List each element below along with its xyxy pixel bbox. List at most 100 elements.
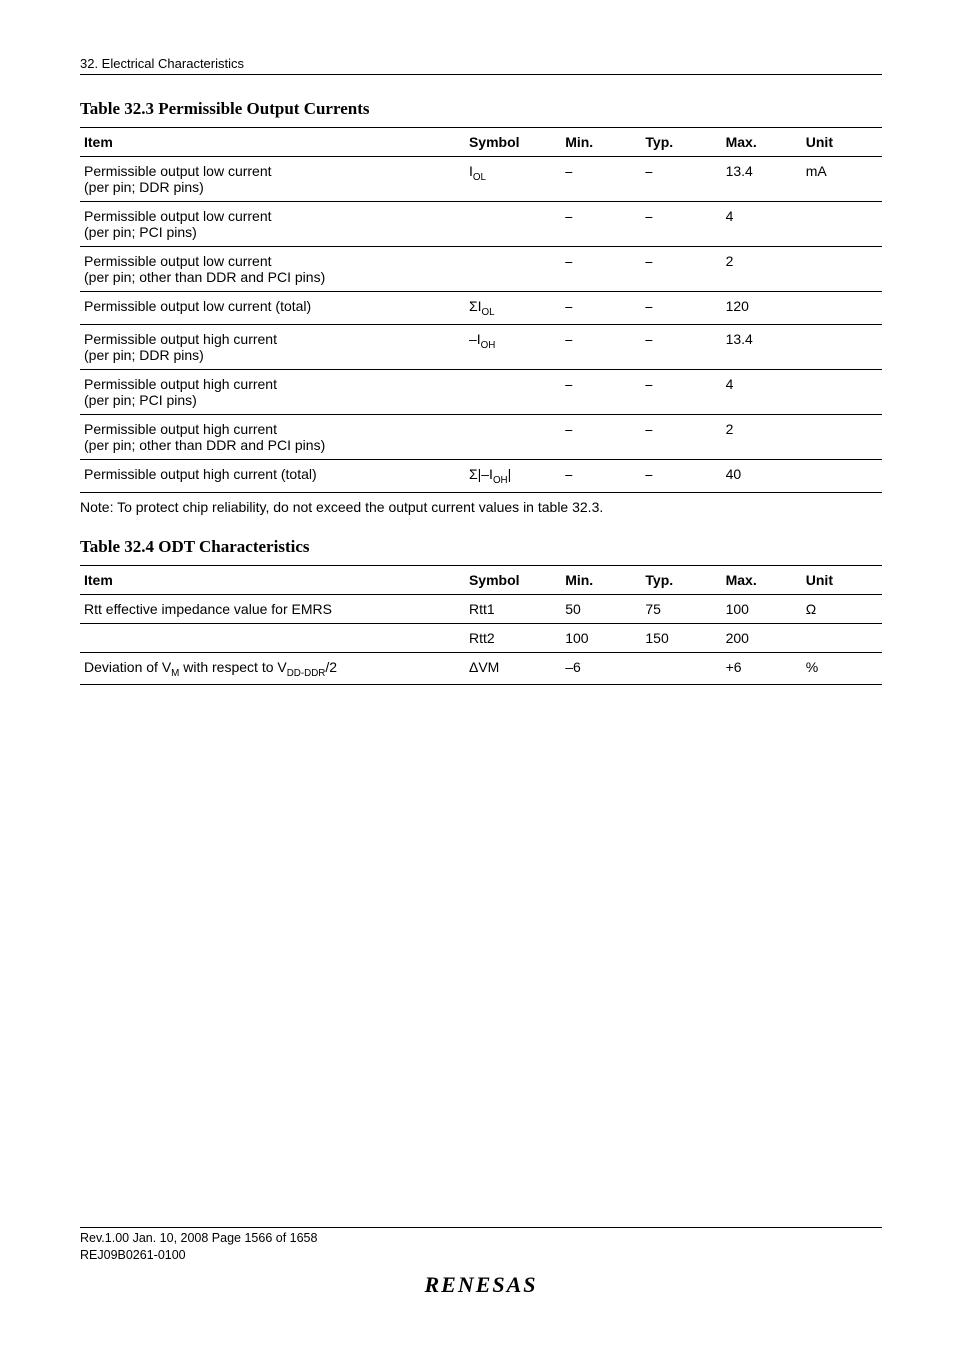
table-row: Permissible output low current(per pin; …	[80, 247, 882, 292]
t2-item: Deviation of VM with respect to VDD-DDR/…	[80, 652, 465, 685]
header-section: 32. Electrical Characteristics	[80, 56, 882, 74]
t1-symbol	[465, 202, 561, 247]
t1-min: ⎯	[561, 459, 641, 492]
t1-max: 13.4	[722, 157, 802, 202]
t1-item: Permissible output low current (total)	[80, 292, 465, 325]
t1-symbol: –IOH	[465, 324, 561, 369]
t1-min: ⎯	[561, 324, 641, 369]
t1-min: ⎯	[561, 247, 641, 292]
t1-min: ⎯	[561, 157, 641, 202]
table1-title: Table 32.3 Permissible Output Currents	[80, 99, 882, 119]
t2-item	[80, 623, 465, 652]
t1-typ: ⎯	[641, 292, 721, 325]
t2-typ	[641, 652, 721, 685]
t1-typ: ⎯	[641, 202, 721, 247]
t2-max: 200	[722, 623, 802, 652]
t1-typ: ⎯	[641, 414, 721, 459]
t1-symbol	[465, 369, 561, 414]
t2-typ: 150	[641, 623, 721, 652]
table2-title: Table 32.4 ODT Characteristics	[80, 537, 882, 557]
t1-min: ⎯	[561, 369, 641, 414]
table-row: Permissible output high current(per pin;…	[80, 369, 882, 414]
t1-unit	[802, 369, 882, 414]
t2-h-min: Min.	[561, 565, 641, 594]
t2-h-item: Item	[80, 565, 465, 594]
t2-unit: %	[802, 652, 882, 685]
t2-typ: 75	[641, 594, 721, 623]
t1-item: Permissible output high current (total)	[80, 459, 465, 492]
table1-note: Note: To protect chip reliability, do no…	[80, 499, 882, 515]
t1-symbol	[465, 247, 561, 292]
footer-line1: Rev.1.00 Jan. 10, 2008 Page 1566 of 1658	[80, 1230, 882, 1247]
renesas-logo: RENESAS	[80, 1272, 882, 1298]
t1-h-typ: Typ.	[641, 128, 721, 157]
t1-item: Permissible output low current(per pin; …	[80, 157, 465, 202]
t1-h-max: Max.	[722, 128, 802, 157]
t2-unit: Ω	[802, 594, 882, 623]
t1-h-symbol: Symbol	[465, 128, 561, 157]
t1-min: ⎯	[561, 292, 641, 325]
t1-typ: ⎯	[641, 247, 721, 292]
header-rule	[80, 74, 882, 75]
table1: Item Symbol Min. Typ. Max. Unit Permissi…	[80, 127, 882, 493]
t1-max: 4	[722, 369, 802, 414]
t1-max: 2	[722, 414, 802, 459]
t1-symbol	[465, 414, 561, 459]
t1-unit	[802, 414, 882, 459]
t1-h-unit: Unit	[802, 128, 882, 157]
t2-h-typ: Typ.	[641, 565, 721, 594]
table-row: Deviation of VM with respect to VDD-DDR/…	[80, 652, 882, 685]
table-row: Permissible output low current (total) Σ…	[80, 292, 882, 325]
t1-max: 40	[722, 459, 802, 492]
t1-min: ⎯	[561, 202, 641, 247]
table2-head-row: Item Symbol Min. Typ. Max. Unit	[80, 565, 882, 594]
t1-h-item: Item	[80, 128, 465, 157]
t1-max: 4	[722, 202, 802, 247]
footer-line2: REJ09B0261-0100	[80, 1247, 882, 1264]
t2-min: 50	[561, 594, 641, 623]
table-row: Permissible output high current(per pin;…	[80, 414, 882, 459]
t1-h-min: Min.	[561, 128, 641, 157]
table-row: Permissible output low current(per pin; …	[80, 157, 882, 202]
t2-unit	[802, 623, 882, 652]
table-row: Rtt2 100 150 200	[80, 623, 882, 652]
t1-typ: ⎯	[641, 459, 721, 492]
t2-symbol: Rtt1	[465, 594, 561, 623]
t2-min: –6	[561, 652, 641, 685]
t1-symbol: ΣIOL	[465, 292, 561, 325]
t1-unit	[802, 459, 882, 492]
table-row: Permissible output high current(per pin;…	[80, 324, 882, 369]
t2-max: 100	[722, 594, 802, 623]
t2-max: +6	[722, 652, 802, 685]
t2-item: Rtt effective impedance value for EMRS	[80, 594, 465, 623]
t1-unit: mA	[802, 157, 882, 202]
table-row: Permissible output low current(per pin; …	[80, 202, 882, 247]
t1-unit	[802, 202, 882, 247]
t1-item: Permissible output high current(per pin;…	[80, 324, 465, 369]
table1-head-row: Item Symbol Min. Typ. Max. Unit	[80, 128, 882, 157]
t2-symbol: Rtt2	[465, 623, 561, 652]
t1-max: 120	[722, 292, 802, 325]
t2-min: 100	[561, 623, 641, 652]
t1-symbol: Σ|–IOH|	[465, 459, 561, 492]
t1-min: ⎯	[561, 414, 641, 459]
t1-item: Permissible output high current(per pin;…	[80, 369, 465, 414]
t2-symbol: ΔVM	[465, 652, 561, 685]
t1-max: 2	[722, 247, 802, 292]
table-row: Rtt effective impedance value for EMRS R…	[80, 594, 882, 623]
t1-unit	[802, 324, 882, 369]
t1-unit	[802, 247, 882, 292]
t1-item: Permissible output high current(per pin;…	[80, 414, 465, 459]
t1-item: Permissible output low current(per pin; …	[80, 202, 465, 247]
t1-typ: ⎯	[641, 369, 721, 414]
t2-h-symbol: Symbol	[465, 565, 561, 594]
t1-unit	[802, 292, 882, 325]
t1-item: Permissible output low current(per pin; …	[80, 247, 465, 292]
t2-h-unit: Unit	[802, 565, 882, 594]
table-row: Permissible output high current (total) …	[80, 459, 882, 492]
t2-h-max: Max.	[722, 565, 802, 594]
t1-typ: ⎯	[641, 157, 721, 202]
t1-typ: ⎯	[641, 324, 721, 369]
footer: Rev.1.00 Jan. 10, 2008 Page 1566 of 1658…	[80, 1227, 882, 1298]
table2: Item Symbol Min. Typ. Max. Unit Rtt effe…	[80, 565, 882, 686]
